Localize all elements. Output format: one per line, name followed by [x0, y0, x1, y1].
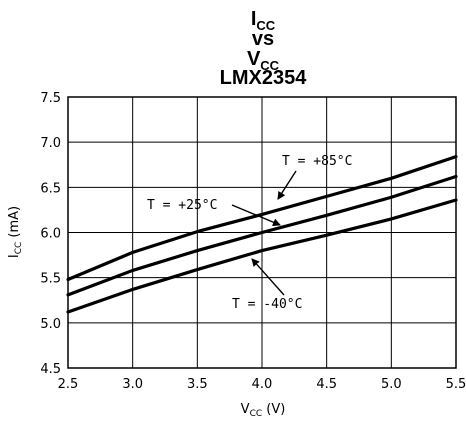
title-line-3-main: V: [247, 48, 261, 70]
x-tick-label: 3.5: [187, 377, 208, 392]
x-axis-label: VCC (V): [241, 402, 286, 419]
annotation-arrow: [277, 170, 297, 200]
y-axis-label: ICC (mA): [7, 206, 24, 258]
annotation-label: T = -40°C: [232, 297, 302, 312]
title-line-3-sub: CC: [260, 58, 279, 73]
x-tick-label: 5.0: [381, 377, 402, 392]
title-line-1: ICC: [251, 8, 276, 33]
y-axis-label-main: I: [7, 254, 22, 258]
x-axis-label-rest: (V): [262, 402, 285, 417]
annotations: T = +85°C T = +25°C T = -40°C: [147, 154, 352, 312]
annotation-label: T = +85°C: [282, 154, 352, 169]
x-tick-label: 5.5: [446, 377, 466, 392]
y-tick-label: 6.5: [40, 181, 61, 196]
title-line-4: LMX2354: [220, 67, 308, 89]
chart-title: ICC vs VCC LMX2354: [220, 8, 308, 89]
title-line-1-main: I: [251, 8, 257, 30]
series-line-0: [66, 155, 458, 282]
x-tick-labels: 2.5 3.0 3.5 4.0 4.5 5.0 5.5: [58, 377, 466, 392]
series-lines: [66, 155, 458, 314]
annotation-label: T = +25°C: [147, 198, 217, 213]
annotation-arrow: [231, 204, 281, 226]
y-axis-label-sub: CC: [14, 242, 24, 255]
x-tick-label: 2.5: [58, 377, 79, 392]
y-tick-label: 7.0: [40, 136, 61, 151]
x-tick-label: 3.0: [122, 377, 143, 392]
annotation-arrow: [251, 258, 285, 296]
x-axis-label-sub: CC: [250, 409, 263, 419]
y-tick-label: 6.0: [40, 227, 61, 242]
y-tick-label: 5.0: [40, 317, 61, 332]
y-tick-label: 7.5: [40, 91, 61, 106]
x-tick-label: 4.5: [316, 377, 337, 392]
series-line-1: [66, 174, 458, 297]
y-tick-labels: 4.5 5.0 5.5 6.0 6.5 7.0 7.5: [40, 91, 61, 377]
y-tick-label: 4.5: [40, 362, 61, 377]
y-tick-label: 5.5: [40, 272, 61, 287]
x-axis-label-main: V: [241, 402, 250, 417]
y-axis-label-rest: (mA): [7, 206, 22, 242]
plot-frame: [67, 96, 457, 369]
title-line-2: vs: [252, 28, 274, 50]
title-line-1-sub: CC: [256, 18, 275, 33]
title-line-3: VCC: [247, 48, 280, 73]
x-tick-label: 4.0: [252, 377, 273, 392]
series-line-2: [66, 198, 458, 314]
